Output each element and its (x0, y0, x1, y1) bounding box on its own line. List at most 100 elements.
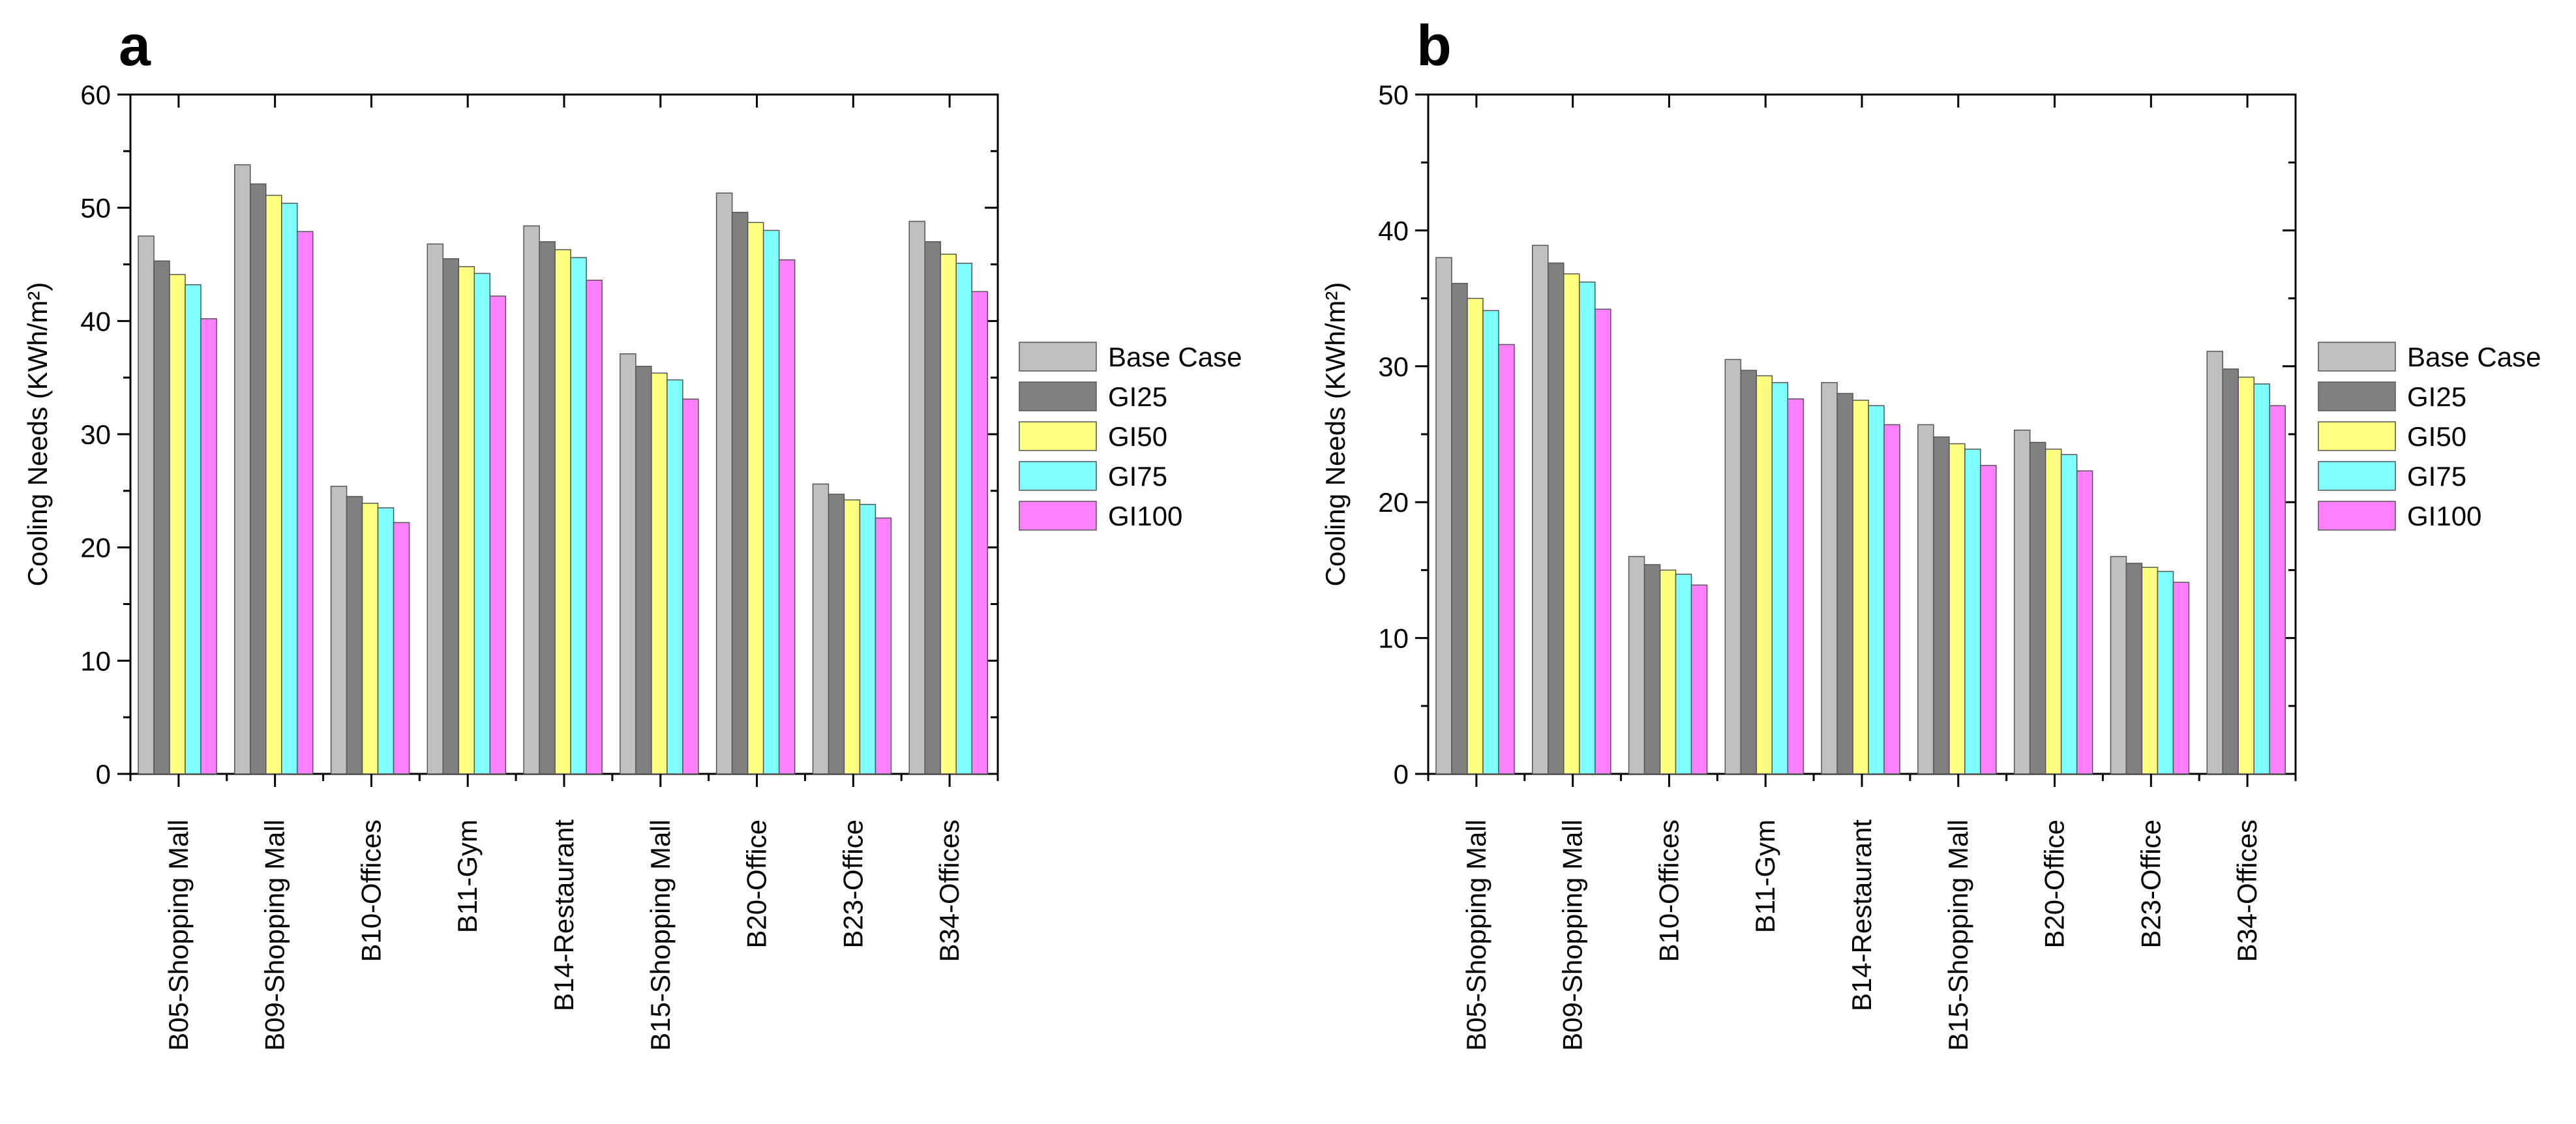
y-tick-label: 30 (1378, 351, 1409, 382)
bar (2253, 383, 2270, 775)
bar (1643, 564, 1661, 775)
chart-panel-a: a 0 10 20 30 40 50 60 Cooling Needs (KWh/m²) B05-… (22, 13, 1242, 1051)
legend-entry-label: GI75 (1108, 461, 1167, 492)
bar (1949, 443, 1966, 775)
bar (473, 273, 491, 775)
y-tick-label: 20 (1378, 487, 1409, 518)
bar (778, 259, 796, 775)
bar (1980, 465, 1997, 775)
bar (250, 183, 267, 775)
y-tick-label: 20 (80, 533, 111, 563)
bar (586, 280, 603, 775)
legend-entry-label: GI50 (1108, 421, 1167, 452)
bar (2060, 454, 2078, 775)
y-tick-label: 0 (1394, 759, 1409, 790)
bar (1563, 273, 1580, 775)
legend-swatch (2318, 501, 2396, 531)
legend-entry-label: GI25 (1108, 381, 1167, 412)
x-category-label: B10-Offices (1653, 820, 1684, 962)
y-tick-label: 30 (80, 419, 111, 450)
bar (1836, 392, 1853, 775)
bar (747, 222, 764, 775)
bar (924, 241, 941, 775)
y-tick-label: 40 (1378, 215, 1409, 246)
bar (1548, 262, 1565, 775)
bar (971, 291, 988, 775)
bar (1690, 584, 1708, 775)
bar (297, 231, 314, 775)
x-category-label: B10-Offices (355, 820, 386, 962)
bar (2206, 351, 2223, 775)
bar (666, 379, 683, 775)
y-axis-title: Cooling Needs (KWh/m²) (1320, 282, 1351, 587)
bar (2125, 563, 2143, 775)
bar (682, 398, 699, 775)
x-category-label: B14-Restaurant (1846, 820, 1877, 1011)
bar (1771, 382, 1789, 775)
legend-swatch (1019, 342, 1097, 372)
bar (762, 229, 780, 775)
bar (1868, 405, 1885, 775)
bar (554, 249, 571, 775)
x-category-label: B15-Shopping Mall (645, 820, 676, 1051)
bar (234, 164, 251, 775)
bar (843, 499, 861, 775)
bar (1482, 310, 1499, 775)
panel-label: a (119, 13, 151, 78)
y-tick-label: 50 (1378, 80, 1409, 110)
x-category-label: B34-Offices (2232, 820, 2262, 962)
legend-entry-label: GI75 (2407, 461, 2466, 492)
bar (1787, 398, 1805, 775)
bar (812, 483, 830, 775)
legend-swatch (1019, 461, 1097, 491)
x-category-label: B11-Gym (452, 820, 483, 933)
bar (1740, 370, 1758, 775)
bar (1852, 400, 1869, 775)
x-category-label: B15-Shopping Mall (1943, 820, 1973, 1051)
y-tick-label: 50 (80, 193, 111, 224)
legend-entry-label: GI100 (1108, 501, 1182, 531)
bar (265, 194, 282, 775)
bar (281, 202, 298, 775)
bar (875, 517, 892, 775)
legend-swatch (2318, 381, 2396, 411)
x-category-label: B34-Offices (934, 820, 965, 962)
x-category-label: B14-Restaurant (548, 820, 579, 1011)
legend-swatch (2318, 421, 2396, 451)
y-axis-title: Cooling Needs (KWh/m²) (22, 282, 53, 587)
bar (1579, 281, 1596, 775)
bar (2029, 441, 2046, 775)
y-tick-label: 40 (80, 306, 111, 336)
bar (2172, 582, 2190, 775)
bar (138, 235, 155, 775)
bar (570, 257, 587, 775)
bar (635, 366, 652, 775)
bar (2269, 405, 2286, 775)
x-category-label: B05-Shopping Mall (1461, 820, 1491, 1051)
y-tick-label: 60 (80, 80, 111, 110)
legend-swatch (2318, 342, 2396, 372)
bar (200, 318, 217, 775)
bar (1467, 297, 1484, 775)
bar (859, 503, 876, 775)
bar (1821, 382, 1838, 775)
legend-swatch (1019, 501, 1097, 531)
bar (1532, 244, 1549, 775)
x-category-label: B09-Shopping Mall (1557, 820, 1588, 1051)
bar (1964, 449, 1981, 775)
bar (1933, 436, 1950, 775)
bar (1659, 569, 1677, 775)
panel-label: b (1416, 13, 1452, 78)
bar (2222, 368, 2239, 775)
bar (169, 274, 186, 775)
legend-entry-label: GI100 (2407, 501, 2481, 531)
bar (185, 284, 202, 775)
bar (393, 522, 410, 775)
bar (908, 220, 925, 775)
bar (2157, 570, 2174, 775)
bar (940, 254, 957, 775)
x-category-label: B23-Office (2135, 820, 2166, 949)
legend-entry-label: GI50 (2407, 421, 2466, 452)
x-category-label: B09-Shopping Mall (260, 820, 290, 1051)
